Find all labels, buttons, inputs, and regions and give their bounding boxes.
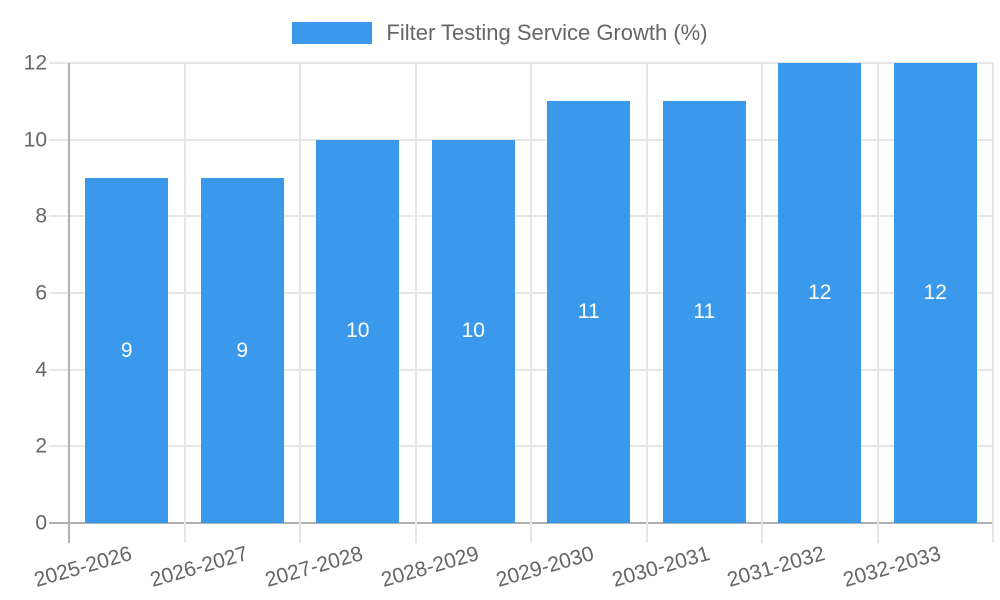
y-axis-tick-mark — [49, 138, 69, 141]
bar-value-label: 10 — [461, 319, 485, 343]
x-axis-tick-mark — [183, 523, 186, 543]
y-axis-tick-mark — [49, 215, 69, 218]
x-axis-tick-mark — [761, 523, 763, 543]
x-gridline — [530, 63, 532, 523]
x-gridline — [183, 63, 186, 523]
bar-2025-2026[interactable]: 9 — [85, 178, 169, 523]
bar-value-label: 11 — [577, 300, 600, 324]
x-axis-tick-label: 2032-2033 — [840, 542, 944, 592]
x-axis-tick-mark — [530, 523, 532, 543]
x-axis-tick-mark — [645, 523, 648, 543]
y-axis-tick-label: 12 — [23, 51, 47, 75]
bar-2028-2029[interactable]: 10 — [431, 139, 515, 523]
chart-legend[interactable]: Filter Testing Service Growth (%) — [0, 21, 1000, 45]
y-axis-tick-label: 2 — [35, 434, 47, 458]
bar-value-label: 12 — [923, 281, 947, 304]
x-axis-tick-mark — [299, 523, 301, 543]
bar-value-label: 9 — [120, 338, 133, 362]
bar-value-label: 10 — [346, 319, 370, 343]
legend-label: Filter Testing Service Growth (%) — [386, 20, 708, 45]
bar-value-label: 9 — [236, 338, 249, 362]
y-axis-tick-label: 8 — [35, 204, 47, 228]
x-gridline — [68, 63, 70, 523]
y-axis-tick-mark — [49, 292, 69, 294]
x-axis-tick-mark — [414, 523, 417, 543]
x-gridline — [645, 63, 648, 523]
y-axis-tick-label: 10 — [23, 128, 47, 152]
x-gridline — [761, 63, 763, 523]
y-axis-tick-mark — [49, 445, 69, 448]
bar-2029-2030[interactable]: 11 — [547, 101, 631, 523]
bar-2026-2027[interactable]: 9 — [200, 178, 284, 523]
y-axis-tick-label: 0 — [35, 511, 47, 535]
bar-2027-2028[interactable]: 10 — [316, 139, 400, 523]
y-axis-tick-label: 6 — [35, 281, 47, 305]
x-gridline — [876, 63, 879, 523]
x-axis-tick-mark — [68, 523, 70, 543]
legend-swatch — [292, 22, 373, 44]
bar-value-label: 11 — [693, 300, 716, 324]
x-gridline — [299, 63, 301, 523]
x-axis-tick-mark — [992, 523, 994, 543]
y-axis-tick-mark — [49, 368, 69, 371]
x-gridline — [992, 63, 994, 523]
y-axis-tick-mark — [49, 522, 69, 524]
bar-2030-2031[interactable]: 11 — [662, 101, 746, 523]
x-gridline — [414, 63, 417, 523]
x-axis-tick-mark — [876, 523, 879, 543]
bar-2031-2032[interactable]: 12 — [778, 63, 862, 523]
y-axis-tick-label: 4 — [35, 358, 47, 382]
bar-value-label: 12 — [808, 281, 832, 304]
bar-2032-2033[interactable]: 12 — [893, 63, 977, 523]
y-axis-tick-mark — [49, 62, 69, 64]
